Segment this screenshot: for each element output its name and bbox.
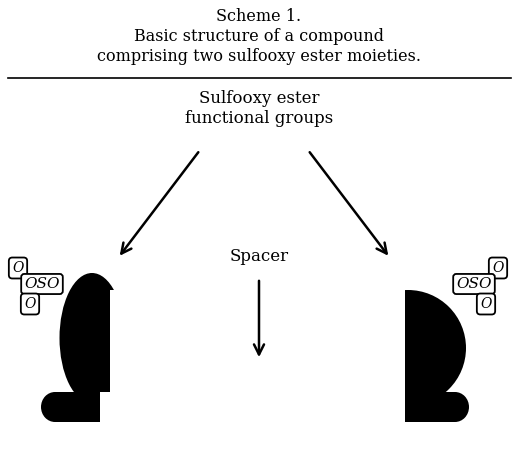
Circle shape [350, 290, 466, 406]
Ellipse shape [60, 273, 125, 403]
Ellipse shape [41, 392, 69, 422]
Text: O: O [12, 261, 24, 275]
Text: O: O [493, 261, 503, 275]
Text: Sulfooxy ester: Sulfooxy ester [199, 90, 319, 107]
Bar [110, 290, 160, 410]
Bar [110, 320, 400, 398]
Text: Spacer: Spacer [229, 248, 289, 265]
Text: Basic structure of a compound: Basic structure of a compound [134, 28, 384, 45]
Text: OSO: OSO [456, 277, 491, 291]
Bar [100, 392, 405, 427]
Bar [350, 290, 405, 410]
Text: Scheme 1.: Scheme 1. [216, 8, 302, 25]
Text: OSO: OSO [24, 277, 60, 291]
Bar [55, 392, 455, 422]
Text: functional groups: functional groups [185, 110, 333, 127]
Ellipse shape [441, 392, 469, 422]
Text: O: O [24, 297, 36, 311]
Text: O: O [480, 297, 491, 311]
Text: comprising two sulfooxy ester moieties.: comprising two sulfooxy ester moieties. [97, 48, 421, 65]
